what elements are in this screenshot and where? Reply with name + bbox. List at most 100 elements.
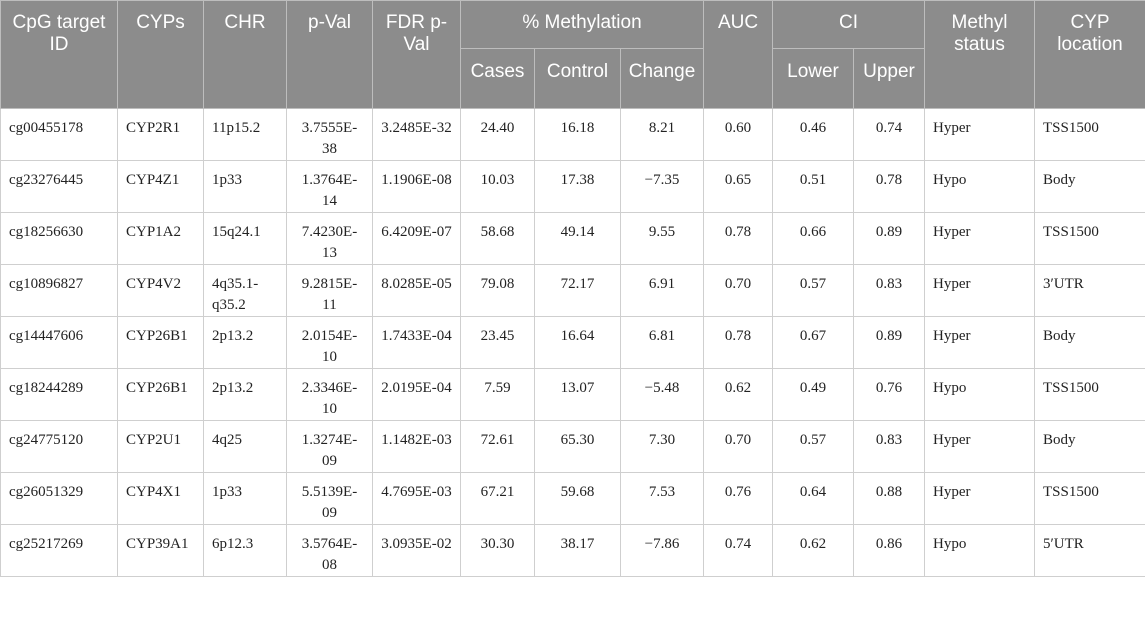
cell-cases: 10.03: [460, 160, 535, 213]
cell-p-val: 1.3764E-14: [286, 160, 373, 213]
header-cyps: CYPs: [117, 0, 204, 109]
cell-auc: 0.70: [703, 264, 773, 317]
cell-cpg-id: cg25217269: [0, 524, 118, 577]
cell-p-val: 7.4230E-13: [286, 212, 373, 265]
cell-cyp-location: TSS1500: [1034, 472, 1145, 525]
cell-change: 6.91: [620, 264, 704, 317]
cell-cyp: CYP1A2: [117, 212, 204, 265]
header-cpg-target-id: CpG target ID: [0, 0, 118, 109]
cell-cpg-id: cg24775120: [0, 420, 118, 473]
cell-auc: 0.65: [703, 160, 773, 213]
cell-fdr-p-val: 4.7695E-03: [372, 472, 461, 525]
cell-control: 16.64: [534, 316, 621, 369]
cell-chr: 15q24.1: [203, 212, 287, 265]
table-row: cg00455178 CYP2R1 11p15.2 3.7555E-38 3.2485E…: [0, 108, 1145, 161]
table-row: cg10896827 CYP4V2 4q35.1-q35.2 9.2815E-11 8.…: [0, 264, 1145, 317]
cell-methyl-status: Hypo: [924, 368, 1035, 421]
cell-p-val: 1.3274E-09: [286, 420, 373, 473]
cell-methyl-status: Hyper: [924, 472, 1035, 525]
cell-cpg-id: cg14447606: [0, 316, 118, 369]
cell-ci-upper: 0.89: [853, 212, 925, 265]
cell-fdr-p-val: 2.0195E-04: [372, 368, 461, 421]
cell-control: 16.18: [534, 108, 621, 161]
cell-ci-upper: 0.74: [853, 108, 925, 161]
header-chr: CHR: [203, 0, 287, 109]
header-cyp-location: CYP location: [1034, 0, 1145, 109]
cell-chr: 11p15.2: [203, 108, 287, 161]
cell-cyp: CYP4X1: [117, 472, 204, 525]
cell-fdr-p-val: 3.2485E-32: [372, 108, 461, 161]
cell-ci-lower: 0.57: [772, 264, 854, 317]
table-row: cg18244289 CYP26B1 2p13.2 2.3346E-10 2.0195E…: [0, 368, 1145, 421]
header-ci-group: CI: [772, 0, 925, 49]
cell-change: 7.53: [620, 472, 704, 525]
cell-cpg-id: cg00455178: [0, 108, 118, 161]
cell-cyp-location: TSS1500: [1034, 212, 1145, 265]
table-row: cg14447606 CYP26B1 2p13.2 2.0154E-10 1.7433E…: [0, 316, 1145, 369]
cell-cases: 7.59: [460, 368, 535, 421]
cell-ci-upper: 0.83: [853, 420, 925, 473]
cell-control: 65.30: [534, 420, 621, 473]
cell-cpg-id: cg26051329: [0, 472, 118, 525]
cell-cyp-location: TSS1500: [1034, 108, 1145, 161]
cell-methyl-status: Hypo: [924, 160, 1035, 213]
cell-ci-upper: 0.78: [853, 160, 925, 213]
cell-chr: 2p13.2: [203, 316, 287, 369]
cell-cpg-id: cg23276445: [0, 160, 118, 213]
cell-methyl-status: Hyper: [924, 212, 1035, 265]
cell-ci-lower: 0.51: [772, 160, 854, 213]
cell-cases: 58.68: [460, 212, 535, 265]
cell-auc: 0.76: [703, 472, 773, 525]
cell-ci-lower: 0.49: [772, 368, 854, 421]
cell-cpg-id: cg10896827: [0, 264, 118, 317]
cell-ci-lower: 0.57: [772, 420, 854, 473]
cell-fdr-p-val: 1.1906E-08: [372, 160, 461, 213]
cell-cyp: CYP4Z1: [117, 160, 204, 213]
header-auc: AUC: [703, 0, 773, 109]
cell-methyl-status: Hyper: [924, 264, 1035, 317]
cell-change: −7.35: [620, 160, 704, 213]
table-row: cg23276445 CYP4Z1 1p33 1.3764E-14 1.1906E-08…: [0, 160, 1145, 213]
cell-cases: 79.08: [460, 264, 535, 317]
cell-fdr-p-val: 6.4209E-07: [372, 212, 461, 265]
cell-control: 49.14: [534, 212, 621, 265]
cell-auc: 0.70: [703, 420, 773, 473]
cell-cases: 67.21: [460, 472, 535, 525]
cell-change: 8.21: [620, 108, 704, 161]
cell-auc: 0.60: [703, 108, 773, 161]
cell-p-val: 2.3346E-10: [286, 368, 373, 421]
cell-p-val: 9.2815E-11: [286, 264, 373, 317]
cell-change: 7.30: [620, 420, 704, 473]
cell-cyp: CYP4V2: [117, 264, 204, 317]
cell-control: 72.17: [534, 264, 621, 317]
cell-fdr-p-val: 3.0935E-02: [372, 524, 461, 577]
header-cases: Cases: [460, 48, 535, 109]
header-lower: Lower: [772, 48, 854, 109]
cell-p-val: 2.0154E-10: [286, 316, 373, 369]
table-row: cg26051329 CYP4X1 1p33 5.5139E-09 4.7695E-03…: [0, 472, 1145, 525]
cell-fdr-p-val: 1.1482E-03: [372, 420, 461, 473]
cell-cases: 24.40: [460, 108, 535, 161]
cell-cyp-location: Body: [1034, 420, 1145, 473]
table-body: cg00455178 CYP2R1 11p15.2 3.7555E-38 3.2485E…: [0, 108, 1145, 577]
cell-methyl-status: Hyper: [924, 420, 1035, 473]
cell-chr: 6p12.3: [203, 524, 287, 577]
cell-change: −7.86: [620, 524, 704, 577]
cell-cyp: CYP26B1: [117, 316, 204, 369]
cell-chr: 1p33: [203, 472, 287, 525]
cell-cases: 30.30: [460, 524, 535, 577]
cell-chr: 4q35.1-q35.2: [203, 264, 287, 317]
cell-cyp-location: Body: [1034, 316, 1145, 369]
cell-ci-lower: 0.66: [772, 212, 854, 265]
cell-methyl-status: Hyper: [924, 108, 1035, 161]
cell-cyp-location: 5′UTR: [1034, 524, 1145, 577]
header-fdr-p-val: FDR p-Val: [372, 0, 461, 109]
cell-auc: 0.74: [703, 524, 773, 577]
cell-cyp-location: TSS1500: [1034, 368, 1145, 421]
cell-chr: 4q25: [203, 420, 287, 473]
cell-cases: 72.61: [460, 420, 535, 473]
cell-control: 17.38: [534, 160, 621, 213]
cell-ci-upper: 0.76: [853, 368, 925, 421]
cell-fdr-p-val: 8.0285E-05: [372, 264, 461, 317]
cell-cpg-id: cg18256630: [0, 212, 118, 265]
